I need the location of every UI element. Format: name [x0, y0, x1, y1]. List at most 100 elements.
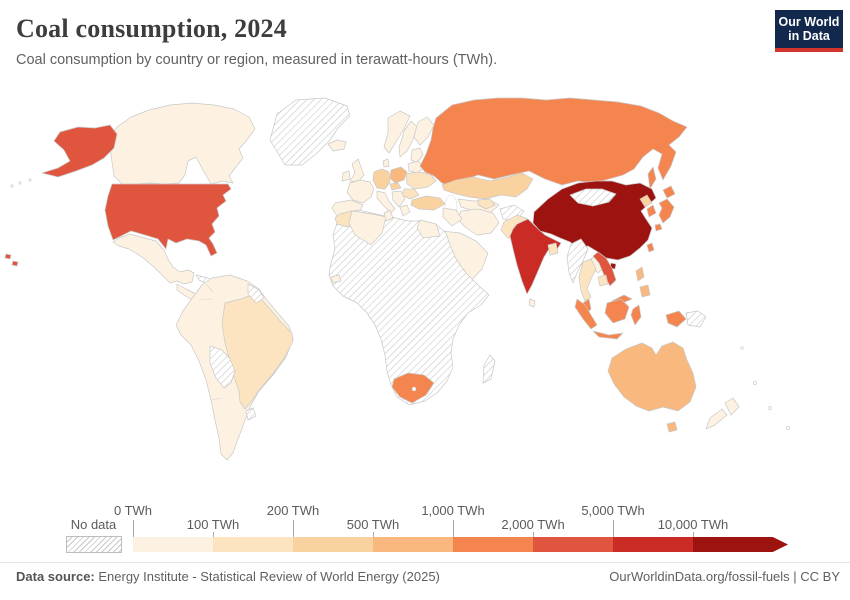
country-united-states[interactable]	[104, 183, 232, 257]
world-map	[0, 88, 850, 502]
legend-tick-mark	[373, 532, 374, 537]
legend-tick-label: 10,000 TWh	[657, 517, 729, 532]
pacific-islands	[10, 178, 790, 430]
data-source-text: Energy Institute - Statistical Review of…	[94, 569, 440, 584]
country-uruguay[interactable]	[245, 407, 257, 421]
country-mexico[interactable]	[112, 233, 195, 285]
country-ireland[interactable]	[341, 170, 351, 182]
legend-segment-6[interactable]	[533, 537, 613, 552]
country-taiwan[interactable]	[646, 242, 655, 253]
owid-logo-line1: Our World	[778, 14, 840, 29]
legend-tick-label: 1,000 TWh	[421, 503, 485, 518]
country-sri-lanka[interactable]	[528, 298, 536, 308]
legend-tick-mark	[533, 532, 534, 537]
country-turkey[interactable]	[410, 195, 446, 211]
country-ukraine[interactable]	[405, 171, 437, 190]
region-bolivia-paraguay[interactable]	[209, 345, 236, 389]
legend-tick-mark	[293, 520, 294, 537]
legend-segment-4[interactable]	[373, 537, 453, 552]
footer-link[interactable]: OurWorldinData.org/fossil-fuels | CC BY	[609, 569, 840, 584]
country-bangladesh[interactable]	[547, 242, 559, 256]
country-canada[interactable]	[108, 102, 256, 185]
legend-tick-label: 100 TWh	[186, 517, 240, 532]
legend-tick-label: 5,000 TWh	[581, 503, 645, 518]
no-data-swatch[interactable]	[66, 536, 122, 553]
map-legend: No data 0 TWh 100 TWh 200 TWh 500 TWh	[0, 500, 850, 560]
country-cambodia[interactable]	[597, 274, 609, 287]
legend-tick-mark	[453, 520, 454, 537]
country-papua-new-guinea[interactable]	[685, 310, 707, 328]
country-czechia[interactable]	[389, 182, 402, 191]
country-thailand[interactable]	[578, 258, 597, 302]
legend-tick-label: 0 TWh	[113, 503, 153, 518]
country-madagascar[interactable]	[482, 354, 496, 384]
country-denmark[interactable]	[382, 158, 390, 168]
owid-logo-line2: in Data	[788, 29, 830, 43]
legend-segment-2[interactable]	[213, 537, 293, 552]
country-new-zealand[interactable]	[705, 397, 740, 430]
legend-segment-8-arrow[interactable]	[693, 537, 788, 552]
region-balkans[interactable]	[391, 190, 406, 208]
country-kazakhstan[interactable]	[441, 172, 534, 200]
legend-segment-3[interactable]	[293, 537, 373, 552]
legend-segment-7[interactable]	[613, 537, 693, 552]
country-iceland[interactable]	[327, 139, 347, 152]
country-france[interactable]	[346, 179, 375, 204]
no-data-label: No data	[70, 517, 117, 532]
country-greece[interactable]	[399, 204, 411, 217]
country-japan[interactable]	[654, 185, 676, 232]
country-algeria[interactable]	[348, 210, 387, 246]
page-title: Coal consumption, 2024	[16, 14, 287, 43]
legend-tick-mark	[613, 520, 614, 537]
legend-tick-mark	[213, 532, 214, 537]
country-china[interactable]	[532, 180, 657, 261]
country-tunisia[interactable]	[383, 209, 394, 222]
country-south-korea[interactable]	[646, 204, 657, 218]
country-senegal[interactable]	[330, 274, 342, 284]
footer-divider	[0, 562, 850, 563]
country-us-hawaii[interactable]	[4, 253, 19, 267]
country-uzbekistan[interactable]	[477, 198, 496, 210]
legend-segment-5[interactable]	[453, 537, 533, 552]
region-iraq-syria[interactable]	[442, 207, 463, 227]
legend-tick-label: 500 TWh	[346, 517, 400, 532]
country-norway[interactable]	[383, 110, 411, 154]
region-sakhalin[interactable]	[647, 166, 657, 190]
country-vietnam[interactable]	[592, 251, 617, 287]
legend-tick-label: 200 TWh	[266, 503, 320, 518]
legend-color-bar	[0, 537, 850, 552]
country-mongolia[interactable]	[569, 188, 617, 207]
data-source: Data source: Energy Institute - Statisti…	[16, 569, 440, 584]
choropleth-map-svg	[4, 97, 790, 461]
country-belarus[interactable]	[407, 160, 425, 174]
page-subtitle: Coal consumption by country or region, m…	[16, 52, 498, 68]
country-finland[interactable]	[413, 116, 435, 146]
country-russia[interactable]	[419, 97, 688, 188]
country-iran[interactable]	[457, 208, 500, 236]
country-sweden[interactable]	[398, 120, 418, 158]
legend-tick-mark	[133, 520, 134, 537]
country-us-alaska[interactable]	[41, 124, 118, 178]
region-baltics[interactable]	[410, 147, 424, 164]
country-north-korea[interactable]	[639, 194, 653, 208]
lesotho	[411, 386, 417, 392]
country-greenland[interactable]	[269, 97, 351, 166]
country-indonesia[interactable]	[574, 298, 687, 340]
country-germany[interactable]	[372, 168, 391, 190]
country-india[interactable]	[509, 218, 562, 295]
country-poland[interactable]	[389, 166, 408, 184]
country-egypt[interactable]	[416, 219, 441, 239]
country-myanmar[interactable]	[566, 238, 589, 284]
legend-tick-mark	[693, 532, 694, 537]
border-lines-south-america	[198, 283, 222, 401]
country-australia[interactable]	[607, 341, 697, 433]
country-philippines[interactable]	[635, 266, 651, 298]
region-guyanas[interactable]	[247, 283, 265, 304]
country-united-kingdom[interactable]	[349, 158, 365, 183]
region-africa[interactable]	[328, 209, 490, 406]
legend-segment-1[interactable]	[133, 537, 213, 552]
owid-logo[interactable]: Our World in Data	[775, 10, 843, 52]
legend-tick-label: 2,000 TWh	[501, 517, 565, 532]
data-source-label: Data source:	[16, 569, 95, 584]
